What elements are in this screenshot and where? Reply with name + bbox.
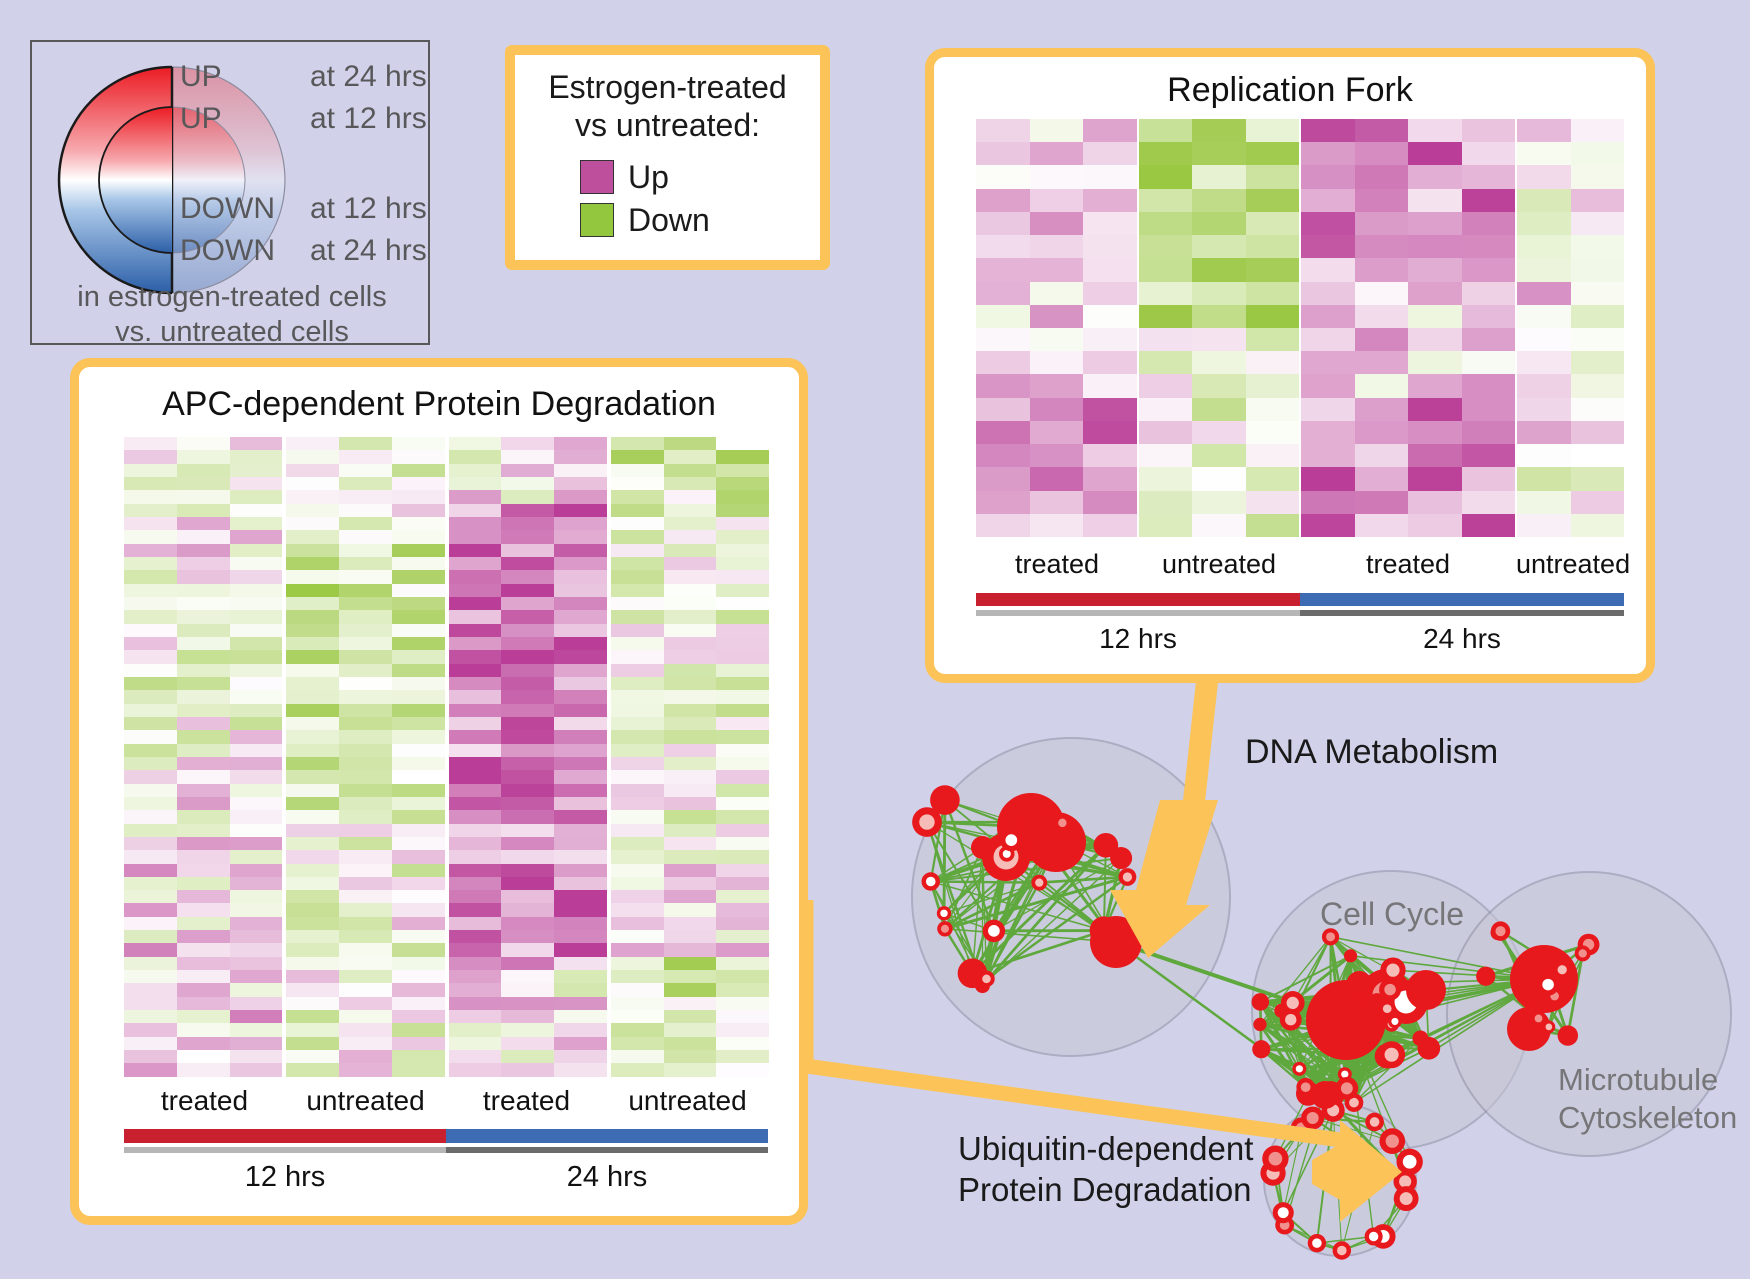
svg-text:DNA Metabolism: DNA Metabolism <box>1245 733 1498 771</box>
svg-text:Cell Cycle: Cell Cycle <box>1320 896 1464 932</box>
svg-text:Cytoskeleton: Cytoskeleton <box>1558 1100 1737 1135</box>
svg-text:Microtubule: Microtubule <box>1558 1062 1718 1097</box>
